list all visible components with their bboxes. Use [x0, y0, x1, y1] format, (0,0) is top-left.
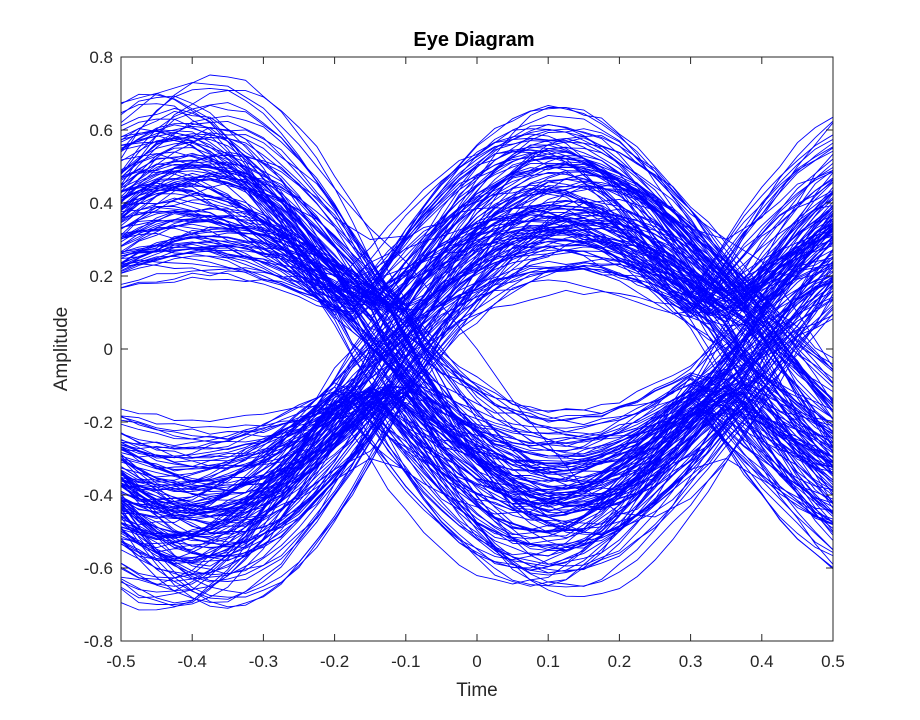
- eye-trace-synth-92: [121, 313, 833, 518]
- eye-trace-synth-228: [121, 227, 833, 538]
- eye-trace-synth-119: [121, 207, 833, 467]
- eye-trace-synth-120: [121, 153, 833, 582]
- eye-trace-synth-257: [121, 384, 833, 553]
- eye-trace-synth-245: [121, 199, 833, 451]
- x-tick-label: -0.4: [178, 652, 207, 671]
- eye-trace-synth-226: [121, 115, 833, 533]
- y-axis-label: Amplitude: [51, 307, 72, 392]
- eye-trace-0: [121, 82, 833, 518]
- eye-trace-synth-180: [121, 224, 833, 471]
- y-tick-label: -0.8: [84, 632, 113, 651]
- y-tick-label: -0.2: [84, 413, 113, 432]
- eye-trace-synth-135: [121, 147, 833, 300]
- eye-trace-synth-193: [121, 132, 833, 433]
- x-tick-label: -0.2: [320, 652, 349, 671]
- eye-trace-synth-196: [121, 318, 833, 545]
- y-axis-ticks: -0.8 -0.6 -0.4 -0.2 0 0.2 0.4 0.6 0.8: [84, 48, 833, 651]
- eye-trace-synth-231: [121, 167, 833, 483]
- eye-trace-synth-124: [121, 207, 833, 525]
- eye-trace-synth-225: [121, 172, 833, 310]
- eye-trace-synth-254: [121, 258, 833, 469]
- x-tick-label: 0.2: [608, 652, 632, 671]
- y-tick-label: 0.6: [89, 121, 113, 140]
- eye-trace-synth-241: [121, 107, 833, 420]
- eye-trace-synth-67: [121, 210, 833, 519]
- eye-trace-synth-218: [121, 136, 833, 551]
- eye-trace-synth-179: [121, 155, 833, 311]
- x-axis-label: Time: [456, 680, 498, 701]
- y-tick-label: 0: [104, 340, 113, 359]
- eye-trace-synth-244: [121, 133, 833, 504]
- x-tick-label: -0.1: [391, 652, 420, 671]
- x-axis-ticks: -0.5 -0.4 -0.3 -0.2 -0.1 0 0.1 0.2 0.3 0.4 0.5: [106, 57, 845, 671]
- chart-title: Eye Diagram: [413, 29, 534, 51]
- x-tick-label: 0.5: [821, 652, 845, 671]
- eye-trace-synth-233: [121, 284, 833, 534]
- eye-trace-synth-203: [121, 87, 833, 294]
- eye-trace-synth-173: [121, 151, 833, 312]
- eye-trace-synth-255: [121, 220, 833, 548]
- eye-trace-synth-207: [121, 208, 833, 503]
- eye-trace-synth-110: [121, 221, 833, 537]
- eye-trace-synth-141: [121, 144, 833, 464]
- eye-trace-synth-157: [121, 314, 833, 587]
- eye-trace-synth-240: [121, 190, 833, 312]
- eye-trace-synth-252: [121, 250, 833, 579]
- eye-trace-synth-229: [121, 163, 833, 322]
- eye-trace-synth-129: [121, 400, 833, 605]
- y-tick-label: 0.8: [89, 48, 113, 67]
- eye-trace-synth-182: [121, 178, 833, 324]
- eye-trace-synth-227: [121, 388, 833, 572]
- eye-trace-synth-138: [121, 128, 833, 448]
- eye-trace-2: [121, 458, 833, 580]
- eye-trace-synth-204: [121, 169, 833, 315]
- eye-trace-synth-242: [121, 170, 833, 474]
- x-tick-label: -0.5: [106, 652, 135, 671]
- eye-trace-synth-211: [121, 120, 833, 505]
- eye-trace-synth-130: [121, 164, 833, 388]
- eye-trace-synth-238: [121, 149, 833, 496]
- x-tick-label: 0.4: [750, 652, 774, 671]
- eye-trace-synth-221: [121, 166, 833, 402]
- eye-trace-synth-172: [121, 279, 833, 567]
- eye-trace-synth-64: [121, 383, 833, 571]
- eye-trace-synth-247: [121, 386, 833, 514]
- eye-trace-synth-210: [121, 130, 833, 551]
- eye-trace-synth-250: [121, 182, 833, 462]
- eye-trace-synth-117: [121, 194, 833, 463]
- y-tick-label: 0.2: [89, 267, 113, 286]
- x-tick-label: -0.3: [249, 652, 278, 671]
- y-tick-label: 0.4: [89, 194, 113, 213]
- eye-trace-synth-93: [121, 186, 833, 459]
- eye-trace-synth-243: [121, 191, 833, 450]
- y-tick-label: -0.6: [84, 559, 113, 578]
- eye-trace-synth-209: [121, 219, 833, 407]
- eye-trace-synth-213: [121, 139, 833, 310]
- eye-trace-synth-239: [121, 130, 833, 489]
- x-tick-label: 0: [472, 652, 481, 671]
- y-tick-label: -0.4: [84, 486, 113, 505]
- eye-trace-synth-259: [121, 248, 833, 440]
- eye-trace-synth-159: [121, 137, 833, 506]
- traces-group: [121, 74, 833, 611]
- x-tick-label: 0.3: [679, 652, 703, 671]
- eye-trace-synth-246: [121, 373, 833, 557]
- eye-trace-synth-248: [121, 104, 833, 536]
- x-tick-label: 0.1: [536, 652, 560, 671]
- eye-trace-synth-206: [121, 107, 833, 419]
- eye-trace-synth-249: [121, 177, 833, 519]
- eye-trace-synth-192: [121, 196, 833, 586]
- eye-trace-synth-34: [121, 270, 833, 536]
- eye-trace-synth-256: [121, 240, 833, 470]
- eye-trace-synth-224: [121, 290, 833, 490]
- eye-trace-synth-128: [121, 172, 833, 411]
- eye-trace-synth-235: [121, 107, 833, 504]
- eye-trace-synth-253: [121, 151, 833, 323]
- eye-trace-synth-150: [121, 150, 833, 322]
- eye-trace-synth-258: [121, 173, 833, 531]
- eye-trace-synth-234: [121, 222, 833, 443]
- eye-trace-synth-78: [121, 226, 833, 505]
- eye-trace-synth-164: [121, 208, 833, 484]
